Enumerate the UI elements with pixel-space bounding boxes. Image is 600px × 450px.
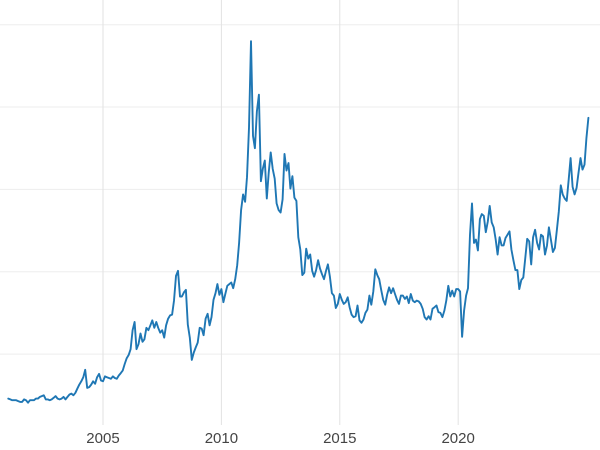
x-tick-label: 2015 bbox=[323, 430, 356, 447]
price-series-line bbox=[7, 40, 590, 404]
x-tick-label: 2005 bbox=[86, 430, 119, 447]
x-tick-label: 2020 bbox=[441, 430, 474, 447]
x-tick-label: 2010 bbox=[205, 430, 238, 447]
